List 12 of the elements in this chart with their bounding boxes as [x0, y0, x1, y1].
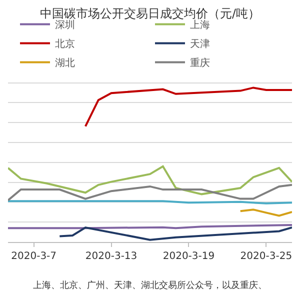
legend-label: 湖北: [55, 57, 75, 70]
legend-label: 深圳: [55, 19, 75, 32]
legend-label: 天津: [190, 38, 210, 50]
text: 上海、北京、广州、天津、湖北交易所公众号，以及重庆、: [33, 280, 267, 291]
legend-label: 上海: [190, 19, 210, 32]
legend-label: 北京: [55, 38, 75, 50]
legend-label: 重庆: [190, 57, 210, 70]
x-tick-label: 2020-3-7: [11, 251, 57, 262]
chart-title: 中国碳市场公开交易日成交均价（元/吨）: [40, 6, 260, 20]
x-tick-label: 2020-3-19: [162, 251, 215, 262]
x-tick-label: 2020-3-25: [240, 251, 292, 262]
x-tick-label: 2020-3-13: [85, 251, 138, 262]
